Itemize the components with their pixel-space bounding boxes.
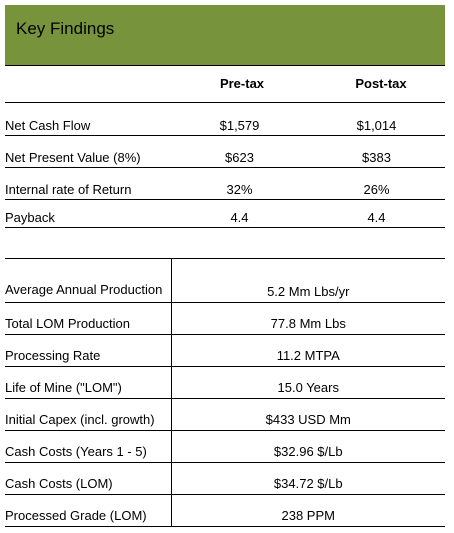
row-label: Cash Costs (LOM) [5, 462, 172, 495]
row-label: Total LOM Production [5, 302, 172, 335]
row-value: 77.8 Mm Lbs [171, 302, 445, 335]
row-label: Processed Grade (LOM) [5, 494, 172, 527]
row-label: Net Cash Flow [5, 102, 171, 136]
row-label: Internal rate of Return [5, 167, 171, 200]
page-title: Key Findings [16, 19, 115, 38]
metrics-table: Average Annual Production 5.2 Mm Lbs/yr … [5, 258, 445, 527]
table-row: Net Cash Flow $1,579 $1,014 [5, 102, 445, 136]
post-tax-value: $1,014 [308, 102, 445, 136]
pre-tax-value: $623 [171, 135, 308, 168]
row-value: $32.96 $/Lb [171, 430, 445, 463]
header-banner: Key Findings [5, 5, 445, 66]
table-row: Cash Costs (LOM) $34.72 $/Lb [5, 462, 445, 495]
row-value: 5.2 Mm Lbs/yr [171, 258, 445, 303]
row-value: $34.72 $/Lb [171, 462, 445, 495]
row-value: 11.2 MTPA [171, 334, 445, 367]
post-tax-value: 26% [308, 167, 445, 200]
row-value: $433 USD Mm [171, 398, 445, 431]
table-row: Internal rate of Return 32% 26% [5, 167, 445, 200]
pre-tax-value: 4.4 [171, 199, 308, 228]
row-label: Processing Rate [5, 334, 172, 367]
row-label: Payback [5, 199, 171, 228]
row-label: Cash Costs (Years 1 - 5) [5, 430, 172, 463]
cashflow-table: Net Cash Flow $1,579 $1,014 Net Present … [5, 102, 445, 228]
pre-tax-value: 32% [171, 167, 308, 200]
row-label: Initial Capex (incl. growth) [5, 398, 172, 431]
column-header-pre-tax: Pre-tax [219, 76, 265, 91]
row-label: Life of Mine ("LOM") [5, 366, 172, 399]
table-row: Cash Costs (Years 1 - 5) $32.96 $/Lb [5, 430, 445, 463]
row-label: Average Annual Production [5, 258, 172, 303]
table-row: Payback 4.4 4.4 [5, 199, 445, 228]
table-row: Average Annual Production 5.2 Mm Lbs/yr [5, 258, 445, 303]
table-row: Total LOM Production 77.8 Mm Lbs [5, 302, 445, 335]
row-label: Net Present Value (8%) [5, 135, 171, 168]
pre-tax-value: $1,579 [171, 102, 308, 136]
table-row: Initial Capex (incl. growth) $433 USD Mm [5, 398, 445, 431]
table-row: Processing Rate 11.2 MTPA [5, 334, 445, 367]
post-tax-value: $383 [308, 135, 445, 168]
row-value: 238 PPM [171, 494, 445, 527]
post-tax-value: 4.4 [308, 199, 445, 228]
row-value: 15.0 Years [171, 366, 445, 399]
table-row: Processed Grade (LOM) 238 PPM [5, 494, 445, 527]
table-row: Life of Mine ("LOM") 15.0 Years [5, 366, 445, 399]
column-header-post-tax: Post-tax [355, 76, 407, 91]
table-row: Net Present Value (8%) $623 $383 [5, 135, 445, 168]
